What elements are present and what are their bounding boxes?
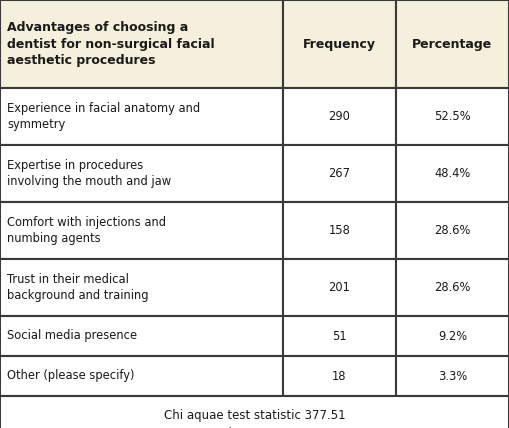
Text: 267: 267 (328, 167, 351, 180)
Bar (396, 316, 509, 356)
Text: 18: 18 (332, 369, 347, 383)
Text: Chi aquae test statistic 377.51
p value <0.001**: Chi aquae test statistic 377.51 p value … (164, 410, 345, 428)
Bar (283, 145, 396, 202)
Text: 9.2%: 9.2% (438, 330, 467, 342)
Bar (0, 88, 283, 145)
Text: Percentage: Percentage (412, 38, 493, 51)
Bar (396, 88, 509, 145)
Text: Trust in their medical
background and training: Trust in their medical background and tr… (7, 273, 149, 302)
Text: 51: 51 (332, 330, 347, 342)
Text: Other (please specify): Other (please specify) (7, 369, 134, 383)
Bar (283, 202, 396, 259)
Bar (0, 356, 283, 396)
Bar (283, 316, 396, 356)
Text: Expertise in procedures
involving the mouth and jaw: Expertise in procedures involving the mo… (7, 159, 171, 188)
Bar (283, 0, 396, 88)
Bar (283, 356, 396, 396)
Bar (0, 259, 283, 316)
Bar (0, 316, 283, 356)
Bar (283, 259, 396, 316)
Bar (0, 145, 283, 202)
Text: 28.6%: 28.6% (434, 224, 471, 237)
Text: 52.5%: 52.5% (434, 110, 471, 123)
Text: 3.3%: 3.3% (438, 369, 467, 383)
Bar (0, 0, 283, 88)
Text: Advantages of choosing a
dentist for non-surgical facial
aesthetic procedures: Advantages of choosing a dentist for non… (7, 21, 215, 67)
Text: 158: 158 (329, 224, 350, 237)
Bar (0, 202, 283, 259)
Bar (283, 88, 396, 145)
Text: 201: 201 (329, 281, 350, 294)
Bar (396, 356, 509, 396)
Text: Experience in facial anatomy and
symmetry: Experience in facial anatomy and symmetr… (7, 102, 200, 131)
Text: Social media presence: Social media presence (7, 330, 137, 342)
Text: Comfort with injections and
numbing agents: Comfort with injections and numbing agen… (7, 216, 166, 245)
Bar (0, 396, 509, 428)
Text: 290: 290 (329, 110, 350, 123)
Bar (396, 0, 509, 88)
Text: Frequency: Frequency (303, 38, 376, 51)
Bar (396, 145, 509, 202)
Text: 28.6%: 28.6% (434, 281, 471, 294)
Bar (396, 202, 509, 259)
Text: 48.4%: 48.4% (434, 167, 471, 180)
Bar (396, 259, 509, 316)
